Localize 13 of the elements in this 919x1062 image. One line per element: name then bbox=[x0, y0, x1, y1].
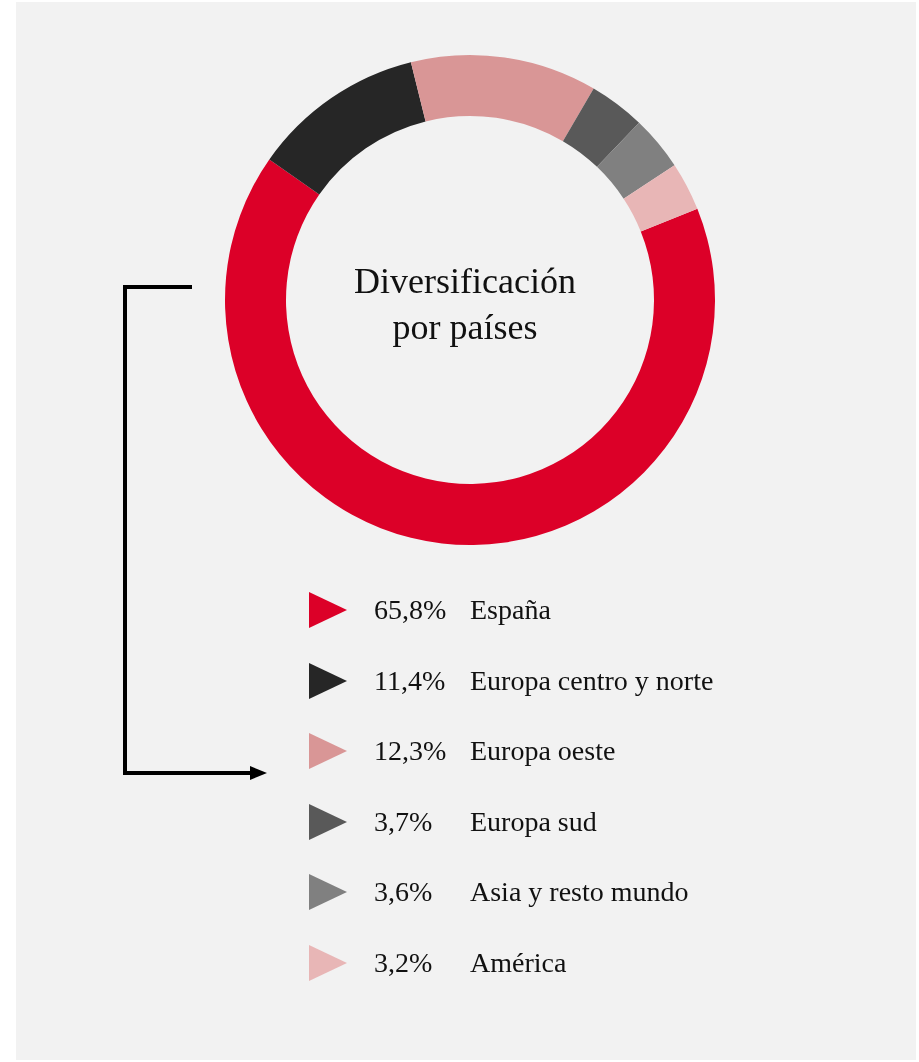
legend-label: 65,8% España bbox=[374, 594, 551, 626]
donut-slice bbox=[562, 88, 640, 167]
legend-label: 3,7% Europa sud bbox=[374, 805, 597, 838]
legend-label: 12,3% Europa oeste bbox=[374, 735, 616, 767]
donut-slice bbox=[269, 62, 426, 195]
legend-label: 11,4% Europa centro y norte bbox=[374, 664, 714, 697]
donut-slice bbox=[225, 159, 715, 545]
text: Diversificación por países bbox=[353, 260, 577, 349]
legend-label: 3,2% América bbox=[374, 946, 567, 979]
donut-slice bbox=[410, 55, 594, 142]
donut-slice bbox=[623, 165, 698, 232]
donut-slice bbox=[596, 122, 675, 199]
legend-label: 3,6% Asia y resto mundo bbox=[374, 876, 689, 908]
